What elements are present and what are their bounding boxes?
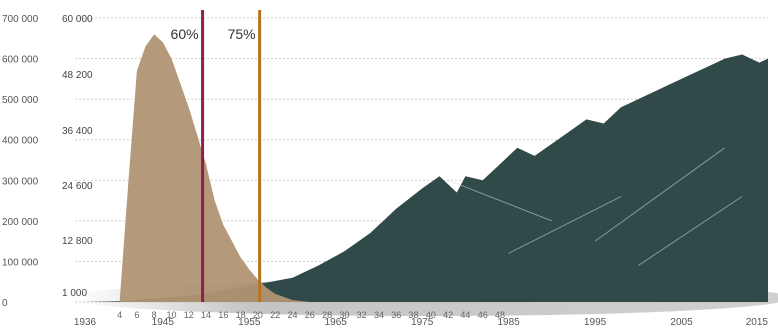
sub-tick-15: 34 xyxy=(374,310,384,320)
inner-tick-0: 1 000 xyxy=(62,288,87,299)
left-tick-4: 400 000 xyxy=(2,136,39,147)
sub-tick-6: 16 xyxy=(218,310,228,320)
left-tick-6: 600 000 xyxy=(2,55,39,66)
sub-tick-22: 48 xyxy=(495,310,505,320)
x-tick-0: 1936 xyxy=(74,317,97,328)
sub-tick-20: 44 xyxy=(460,310,470,320)
vein-2 xyxy=(594,147,726,242)
x-sub-axis: 4 6 8 10 12 14 16 18 20 22 24 26 28 30 32 34 36 38 40 42 44 4… xyxy=(117,310,505,320)
vein-1 xyxy=(508,196,622,254)
sub-tick-9: 22 xyxy=(270,310,280,320)
sub-tick-8: 20 xyxy=(253,310,263,320)
inner-tick-2: 24 600 xyxy=(62,181,93,192)
vein-3 xyxy=(638,196,743,266)
sub-tick-4: 12 xyxy=(184,310,194,320)
x-tick-5: 1985 xyxy=(498,317,521,328)
inner-tick-3: 36 400 xyxy=(62,126,93,137)
inner-axis: 1 000 12 800 24 600 36 400 48 200 60 000 xyxy=(62,14,93,299)
area-series-1 xyxy=(119,34,310,302)
sub-tick-3: 10 xyxy=(166,310,176,320)
x-tick-7: 2005 xyxy=(670,317,693,328)
left-tick-0: 0 xyxy=(2,298,8,309)
vein-0 xyxy=(447,179,553,222)
sub-tick-5: 14 xyxy=(201,310,211,320)
marker-label-1: 75% xyxy=(228,26,256,42)
sub-tick-13: 30 xyxy=(339,310,349,320)
sub-tick-14: 32 xyxy=(357,310,367,320)
x-tick-4: 1975 xyxy=(411,317,434,328)
sub-tick-2: 8 xyxy=(152,310,157,320)
sub-tick-16: 36 xyxy=(391,310,401,320)
sub-tick-19: 42 xyxy=(443,310,453,320)
inner-tick-5: 60 000 xyxy=(62,14,93,25)
sub-tick-0: 4 xyxy=(117,310,122,320)
left-tick-5: 500 000 xyxy=(2,95,39,106)
x-tick-8: 2015 xyxy=(746,317,769,328)
sub-tick-10: 24 xyxy=(287,310,297,320)
marker-label-0: 60% xyxy=(171,26,199,42)
areas-layer xyxy=(85,34,768,302)
sub-tick-7: 18 xyxy=(236,310,246,320)
sub-tick-12: 28 xyxy=(322,310,332,320)
sub-tick-11: 26 xyxy=(305,310,315,320)
inner-tick-1: 12 800 xyxy=(62,236,93,247)
sub-tick-17: 38 xyxy=(409,310,419,320)
left-tick-1: 100 000 xyxy=(2,257,39,268)
markers-layer: 60% 75% xyxy=(171,10,262,302)
x-axis: 1936 1945 1955 1965 1975 1985 1995 2005 2015 xyxy=(74,317,769,328)
sub-tick-1: 6 xyxy=(134,310,139,320)
left-tick-7: 700 000 xyxy=(2,14,39,25)
sub-tick-21: 46 xyxy=(478,310,488,320)
x-tick-2: 1955 xyxy=(238,317,261,328)
left-tick-2: 200 000 xyxy=(2,217,39,228)
inner-tick-4: 48 200 xyxy=(62,70,93,81)
x-tick-1: 1945 xyxy=(152,317,175,328)
x-tick-3: 1965 xyxy=(325,317,348,328)
left-tick-3: 300 000 xyxy=(2,176,39,187)
x-tick-6: 1995 xyxy=(584,317,607,328)
sub-tick-18: 40 xyxy=(426,310,436,320)
left-axis: 0 100 000 200 000 300 000 400 000 500 000 600 … xyxy=(2,14,39,309)
